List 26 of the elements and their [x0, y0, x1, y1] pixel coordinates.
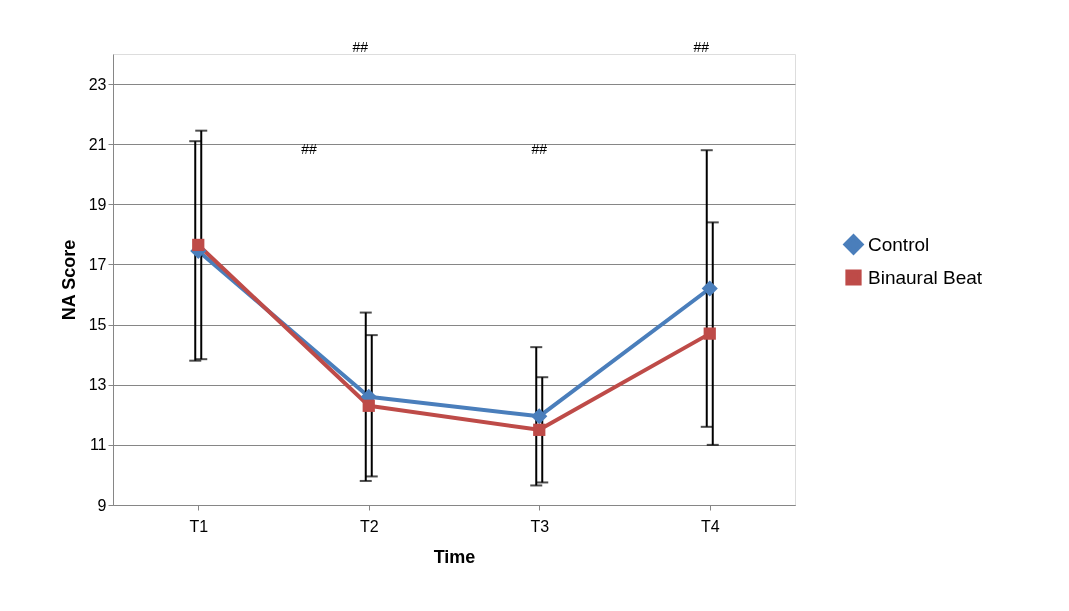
y-tick-label: 9 — [97, 496, 107, 514]
x-tick-label: T2 — [359, 517, 379, 535]
y-axis-title: NA Score — [58, 239, 79, 321]
x-tick-label: T1 — [189, 517, 209, 535]
y-tick-label: 21 — [88, 135, 107, 153]
legend-label: Binaural Beat — [868, 266, 983, 288]
annotation: ## — [693, 38, 710, 55]
annotation: ## — [352, 38, 369, 55]
y-tick-label: 23 — [88, 75, 107, 93]
point — [531, 408, 548, 425]
y-tick-label: 19 — [88, 195, 107, 213]
point — [701, 280, 718, 297]
point — [362, 399, 375, 412]
annotation: ## — [301, 141, 318, 158]
y-tick-label: 13 — [88, 376, 107, 394]
y-tick-label: 17 — [88, 255, 107, 273]
annotation: ## — [531, 141, 548, 158]
x-tick-label: T4 — [700, 517, 720, 535]
point — [533, 423, 546, 436]
legend-label: Control — [868, 233, 930, 255]
y-tick-label: 15 — [88, 316, 107, 334]
x-axis-title: Time — [433, 546, 476, 567]
y-tick-label: 11 — [89, 436, 107, 454]
point — [703, 327, 716, 340]
point — [192, 238, 205, 252]
x-tick-label: T3 — [530, 517, 550, 535]
